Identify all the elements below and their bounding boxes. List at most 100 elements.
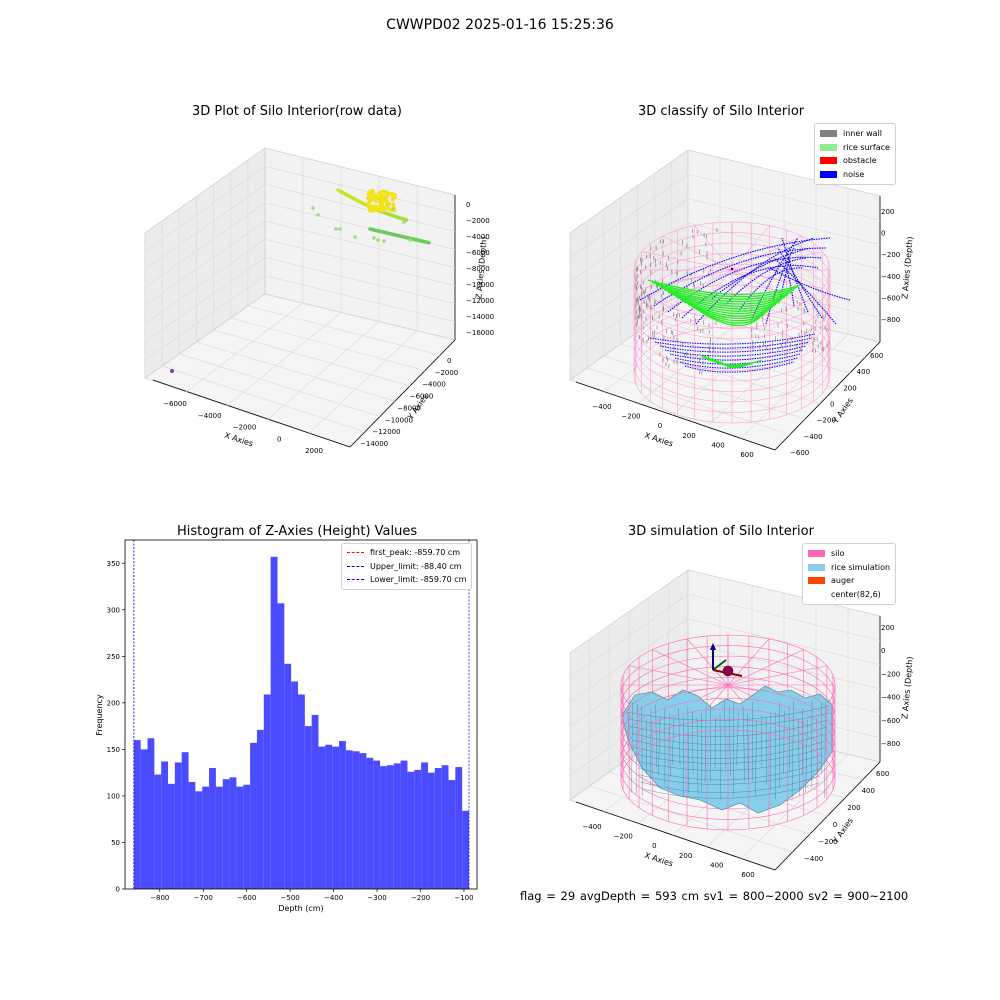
- panel1-point: [353, 235, 357, 239]
- rice-mesh-line: [724, 700, 726, 770]
- rice-mesh-line: [719, 713, 722, 800]
- center-swatch: [808, 591, 825, 598]
- histogram-bar: [441, 765, 449, 889]
- histogram-y-ticks: 0 50 100 150 200 250 300 350: [107, 560, 125, 894]
- histogram-bar: [304, 726, 312, 889]
- panel4-axes: −400 −200 0 200 400 600 600 400 200 0 −200 −400 20…: [569, 569, 915, 879]
- panel2-legend: inner wall rice surface obstacle noise: [814, 123, 896, 185]
- histogram-bar: [393, 763, 401, 889]
- rice-simulation-surface: [621, 685, 833, 814]
- rice-mesh-line: [687, 707, 690, 794]
- histogram-y-tick-label: 150: [107, 746, 120, 754]
- panel2-noise-arc: [664, 345, 807, 357]
- panel1-z-tick-label: −2000: [466, 217, 490, 225]
- panel2-x-ticks: −400 −200 0 200 400 600: [592, 403, 753, 459]
- rice-mesh-line: [696, 717, 699, 795]
- legend-item-first-peak: first_peak: -859.70 cm: [347, 546, 466, 560]
- histogram-bar: [250, 742, 257, 889]
- histogram-y-tick-label: 50: [111, 839, 120, 847]
- panel4-x-tick-label: 200: [679, 852, 692, 860]
- panel4-y-ticks: 600 400 200 0 −200 −400: [804, 770, 889, 863]
- panel2-z-tick-label: −800: [881, 316, 900, 324]
- histogram-bar: [209, 768, 216, 889]
- panel1-z-tick-label: 0: [466, 201, 470, 209]
- panel2-noise-arc: [765, 247, 795, 325]
- histogram-bar: [147, 738, 155, 889]
- auger-body: [722, 665, 734, 677]
- panel1-y-ticks: 0 −2000 −4000 −6000 −8000 −10000 −12000 −14000: [360, 357, 458, 448]
- histogram-bar: [297, 694, 305, 889]
- panel1-point: [377, 191, 382, 196]
- rice-mesh-line: [671, 716, 675, 765]
- panel1-point: [372, 236, 376, 240]
- panel4-y-tick-label: 400: [862, 787, 875, 795]
- panel4-silo-wireframe-front: [620, 634, 836, 830]
- panel1-point: [376, 238, 380, 242]
- panel2-rice-surface-arc: [683, 301, 774, 317]
- histogram-x-tick-label: −600: [237, 894, 256, 902]
- panel1-title: 3D Plot of Silo Interior(row data): [192, 104, 402, 119]
- rice-mesh-line: [642, 782, 820, 799]
- panel1-z-tick-label: −12000: [466, 297, 494, 305]
- histogram-bar: [366, 757, 374, 889]
- panel1-x-tick-label: 0: [277, 435, 281, 443]
- panel2-rice-surface-arc: [663, 288, 789, 305]
- panel1-point: [381, 208, 386, 213]
- panel1-y-tick-label: −6000: [410, 393, 434, 401]
- panel1-point: [367, 196, 372, 201]
- legend-item-rice-simulation: rice simulation: [808, 561, 890, 575]
- panel1-point: [380, 197, 385, 202]
- rice-mesh-line: [755, 719, 757, 797]
- figure-title: CWWPD02 2025-01-16 15:25:36: [386, 17, 614, 33]
- panel1-point: [311, 206, 315, 210]
- legend-item-rice-surface: rice surface: [820, 141, 890, 155]
- panel1-y-tick-label: −2000: [435, 369, 459, 377]
- panel1-x-tick-label: −2000: [233, 424, 257, 432]
- panel2-z-label: Z Axies (Depth): [900, 236, 914, 299]
- panel2-noise-arc: [785, 267, 795, 307]
- histogram-bar: [154, 774, 162, 889]
- panel4-z-tick-label: 200: [881, 624, 894, 632]
- histogram-bar: [291, 681, 298, 889]
- histogram-bar: [263, 694, 271, 889]
- panel1-z-tick-label: −6000: [466, 249, 490, 257]
- histogram-y-tick-label: 350: [107, 560, 120, 568]
- histogram-bar: [270, 556, 278, 889]
- panel2-y-tick-label: 600: [870, 352, 883, 360]
- upper-limit-line-swatch: [347, 565, 364, 567]
- rice-mesh-line: [678, 708, 681, 766]
- rice-mesh-line: [798, 718, 800, 796]
- histogram-x-tick-label: −200: [411, 894, 430, 902]
- histogram-x-tick-label: −100: [454, 894, 473, 902]
- panel1-x-tick-label: −4000: [198, 412, 222, 420]
- rice-mesh-line: [669, 713, 671, 777]
- panel4-z-tick-label: −400: [881, 694, 900, 702]
- panel2-x-tick-label: −400: [592, 403, 611, 411]
- rice-mesh-line: [783, 710, 785, 774]
- panel1-point: [427, 240, 431, 245]
- panel1-point: [338, 227, 342, 231]
- histogram-bar: [236, 786, 244, 889]
- panel2-rice-surface-arc: [675, 296, 780, 312]
- rice-surface-swatch: [820, 143, 837, 151]
- panel2-silo-wireframe: [633, 221, 831, 424]
- panel4-x-tick-label: −200: [614, 833, 633, 841]
- histogram-bar: [256, 729, 264, 889]
- panel1-z-tick-label: −14000: [466, 313, 494, 321]
- panel1-x-ticks: −6000 −4000 −2000 0 2000: [163, 400, 323, 455]
- histogram-x-tick-label: −800: [150, 894, 169, 902]
- panel2-noise-arc: [659, 341, 810, 353]
- panel2-noise-arc: [751, 237, 799, 319]
- panel1-z-tick-label: −16000: [466, 329, 494, 337]
- panel1-y-tick-label: −8000: [397, 404, 421, 412]
- histogram-bar: [168, 783, 175, 889]
- panel4-x-label: X Axies: [643, 851, 674, 869]
- rice-mesh-line: [625, 705, 831, 721]
- histogram-bar: [386, 765, 394, 889]
- histogram-x-tick-label: −300: [367, 894, 386, 902]
- panel2-noise-point: [730, 267, 734, 271]
- panel4-y-tick-label: 200: [847, 804, 860, 812]
- histogram-bar: [222, 779, 230, 889]
- panel2-noise-arc: [649, 333, 816, 345]
- panel2-rice-surface-arc: [699, 310, 762, 327]
